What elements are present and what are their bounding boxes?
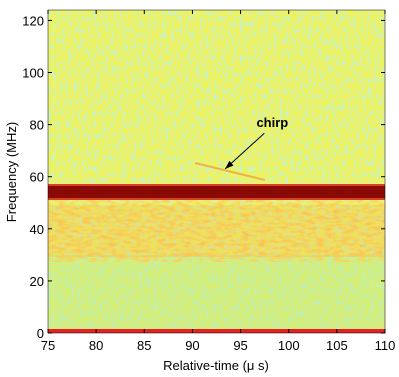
spectrogram-image — [48, 10, 385, 333]
x-tick-label: 90 — [185, 338, 199, 353]
y-tick-label: 0 — [37, 326, 44, 341]
y-tick-label: 100 — [22, 66, 44, 81]
x-tick-label: 80 — [89, 338, 103, 353]
x-tick-label: 85 — [137, 338, 151, 353]
arrow-head — [225, 160, 234, 169]
y-tick-label: 120 — [22, 13, 44, 28]
y-tick-label: 40 — [30, 222, 44, 237]
annotation-arrow — [224, 132, 265, 170]
x-tick-label: 105 — [326, 338, 348, 353]
y-tick-label: 80 — [30, 118, 44, 133]
x-tick-label: 75 — [41, 338, 55, 353]
y-tick-label: 20 — [30, 274, 44, 289]
y-axis-label: Frequency (MHz) — [4, 122, 19, 222]
x-tick-label: 95 — [233, 338, 247, 353]
x-tick-label: 110 — [375, 338, 396, 353]
annotation: chirp — [256, 115, 288, 130]
y-tick-label: 60 — [30, 170, 44, 185]
x-tick-label: 100 — [278, 338, 300, 353]
x-axis-label: Relative-time (μ s) — [163, 358, 269, 373]
